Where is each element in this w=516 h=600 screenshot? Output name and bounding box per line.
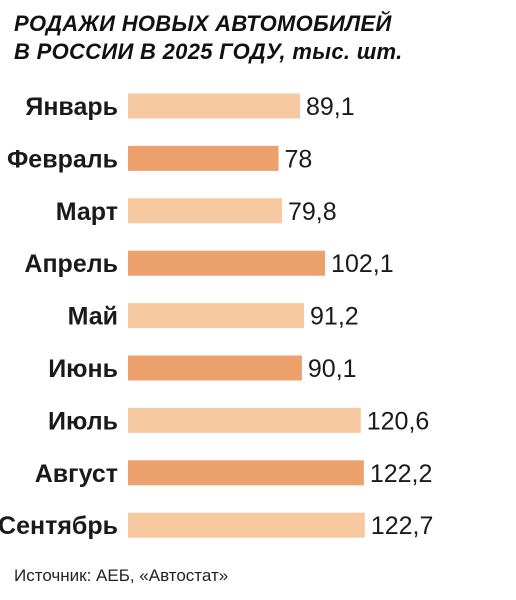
category-label: Апрель — [24, 250, 118, 278]
value-label: 122,2 — [370, 460, 433, 488]
value-label: 78 — [285, 145, 313, 173]
bar — [128, 407, 361, 433]
category-label: Июнь — [48, 355, 118, 383]
chart-title-line-2-text: В РОССИИ В 2025 ГОДУ, — [14, 39, 286, 64]
bar — [128, 93, 300, 119]
category-label: Май — [68, 303, 118, 331]
bar — [128, 355, 302, 381]
category-label: Сентябрь — [0, 512, 118, 540]
bar — [128, 460, 364, 486]
category-label: Январь — [25, 93, 118, 121]
category-label: Июль — [48, 407, 118, 435]
chart-title-line-1: РОДАЖИ НОВЫХ АВТОМОБИЛЕЙ — [14, 11, 392, 36]
value-label: 90,1 — [308, 355, 357, 383]
value-label: 120,6 — [367, 407, 430, 435]
category-label: Март — [56, 198, 118, 226]
value-label: 79,8 — [288, 198, 337, 226]
bar-chart: Январь 89,1 Февраль 78 Март 79,8 Апрель 102,1 Ма… — [0, 93, 434, 540]
value-label: 122,7 — [371, 512, 434, 540]
chart-title: РОДАЖИ НОВЫХ АВТОМОБИЛЕЙ В РОССИИ В 2025… — [14, 10, 504, 66]
value-label: 91,2 — [310, 303, 359, 331]
bar — [128, 512, 365, 538]
source-note: Источник: АЕБ, «Автостат» — [14, 566, 229, 585]
value-label: 89,1 — [306, 93, 355, 121]
chart-unit: тыс. шт. — [292, 39, 403, 64]
category-label: Август — [35, 460, 118, 488]
bar — [128, 250, 326, 276]
bar — [128, 198, 283, 224]
bar — [128, 303, 305, 329]
chart-title-line-2: В РОССИИ В 2025 ГОДУ, тыс. шт. — [14, 38, 504, 66]
value-label: 102,1 — [331, 250, 394, 278]
category-label: Февраль — [7, 145, 118, 173]
bar — [128, 145, 279, 171]
